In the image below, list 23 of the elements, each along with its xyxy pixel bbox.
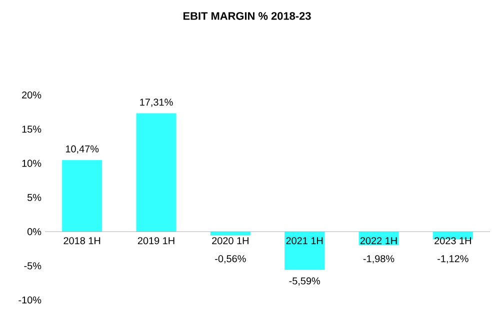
y-tick-label: -10% — [18, 296, 42, 304]
data-label: 10,47% — [66, 145, 99, 154]
data-label: 17,31% — [140, 98, 173, 107]
y-tick-label: 15% — [22, 126, 42, 133]
x-tick-label: 2022 1H — [360, 237, 397, 244]
x-tick-label: 2020 1H — [212, 237, 248, 244]
y-tick-label: -5% — [24, 262, 42, 270]
y-tick-label: 20% — [22, 91, 42, 99]
data-label: -1,98% — [363, 255, 394, 264]
data-label: -1,12% — [438, 255, 468, 264]
y-tick-label: 10% — [22, 160, 42, 167]
x-tick-label: 2021 1H — [286, 237, 323, 244]
x-tick-label: 2018 1H — [64, 237, 100, 244]
x-tick-label: 2019 1H — [138, 237, 174, 244]
chart-title: EBIT MARGIN % 2018-23 — [183, 12, 311, 20]
bar — [136, 113, 176, 232]
bar — [210, 232, 250, 236]
bar — [284, 232, 325, 270]
bar — [62, 160, 102, 232]
data-label: -5,59% — [289, 277, 320, 286]
y-tick-label: 5% — [27, 194, 42, 201]
data-label: -0,56% — [215, 255, 246, 264]
y-tick-label: 0% — [27, 228, 42, 236]
